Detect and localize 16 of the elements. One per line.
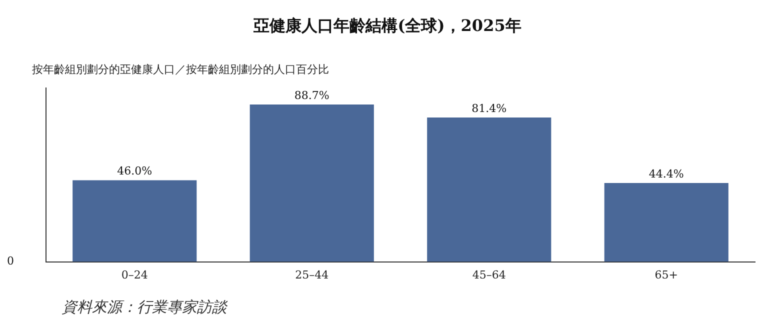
x-tick-label: 45–64 [472,268,506,282]
data-label: 46.0% [117,164,152,178]
x-tick-label: 25–44 [295,268,329,282]
x-tick-label: 65+ [654,268,678,282]
chart-title: 亞健康人口年齡結構(全球)，2025年 [252,16,522,37]
bar [604,183,728,262]
bar [427,117,552,262]
data-label: 88.7% [294,88,330,102]
y-axis-title: 按年齡組別劃分的亞健康人口／按年齡組別劃分的人口百分比 [32,62,329,77]
source-note: 資料來源：行業專家訪談 [62,298,227,317]
bar [250,104,374,262]
data-label: 81.4% [472,102,507,115]
x-tick-label: 0–24 [121,268,148,282]
data-label: 44.4% [648,167,684,180]
bar [72,180,197,262]
text: 0 [7,254,14,268]
